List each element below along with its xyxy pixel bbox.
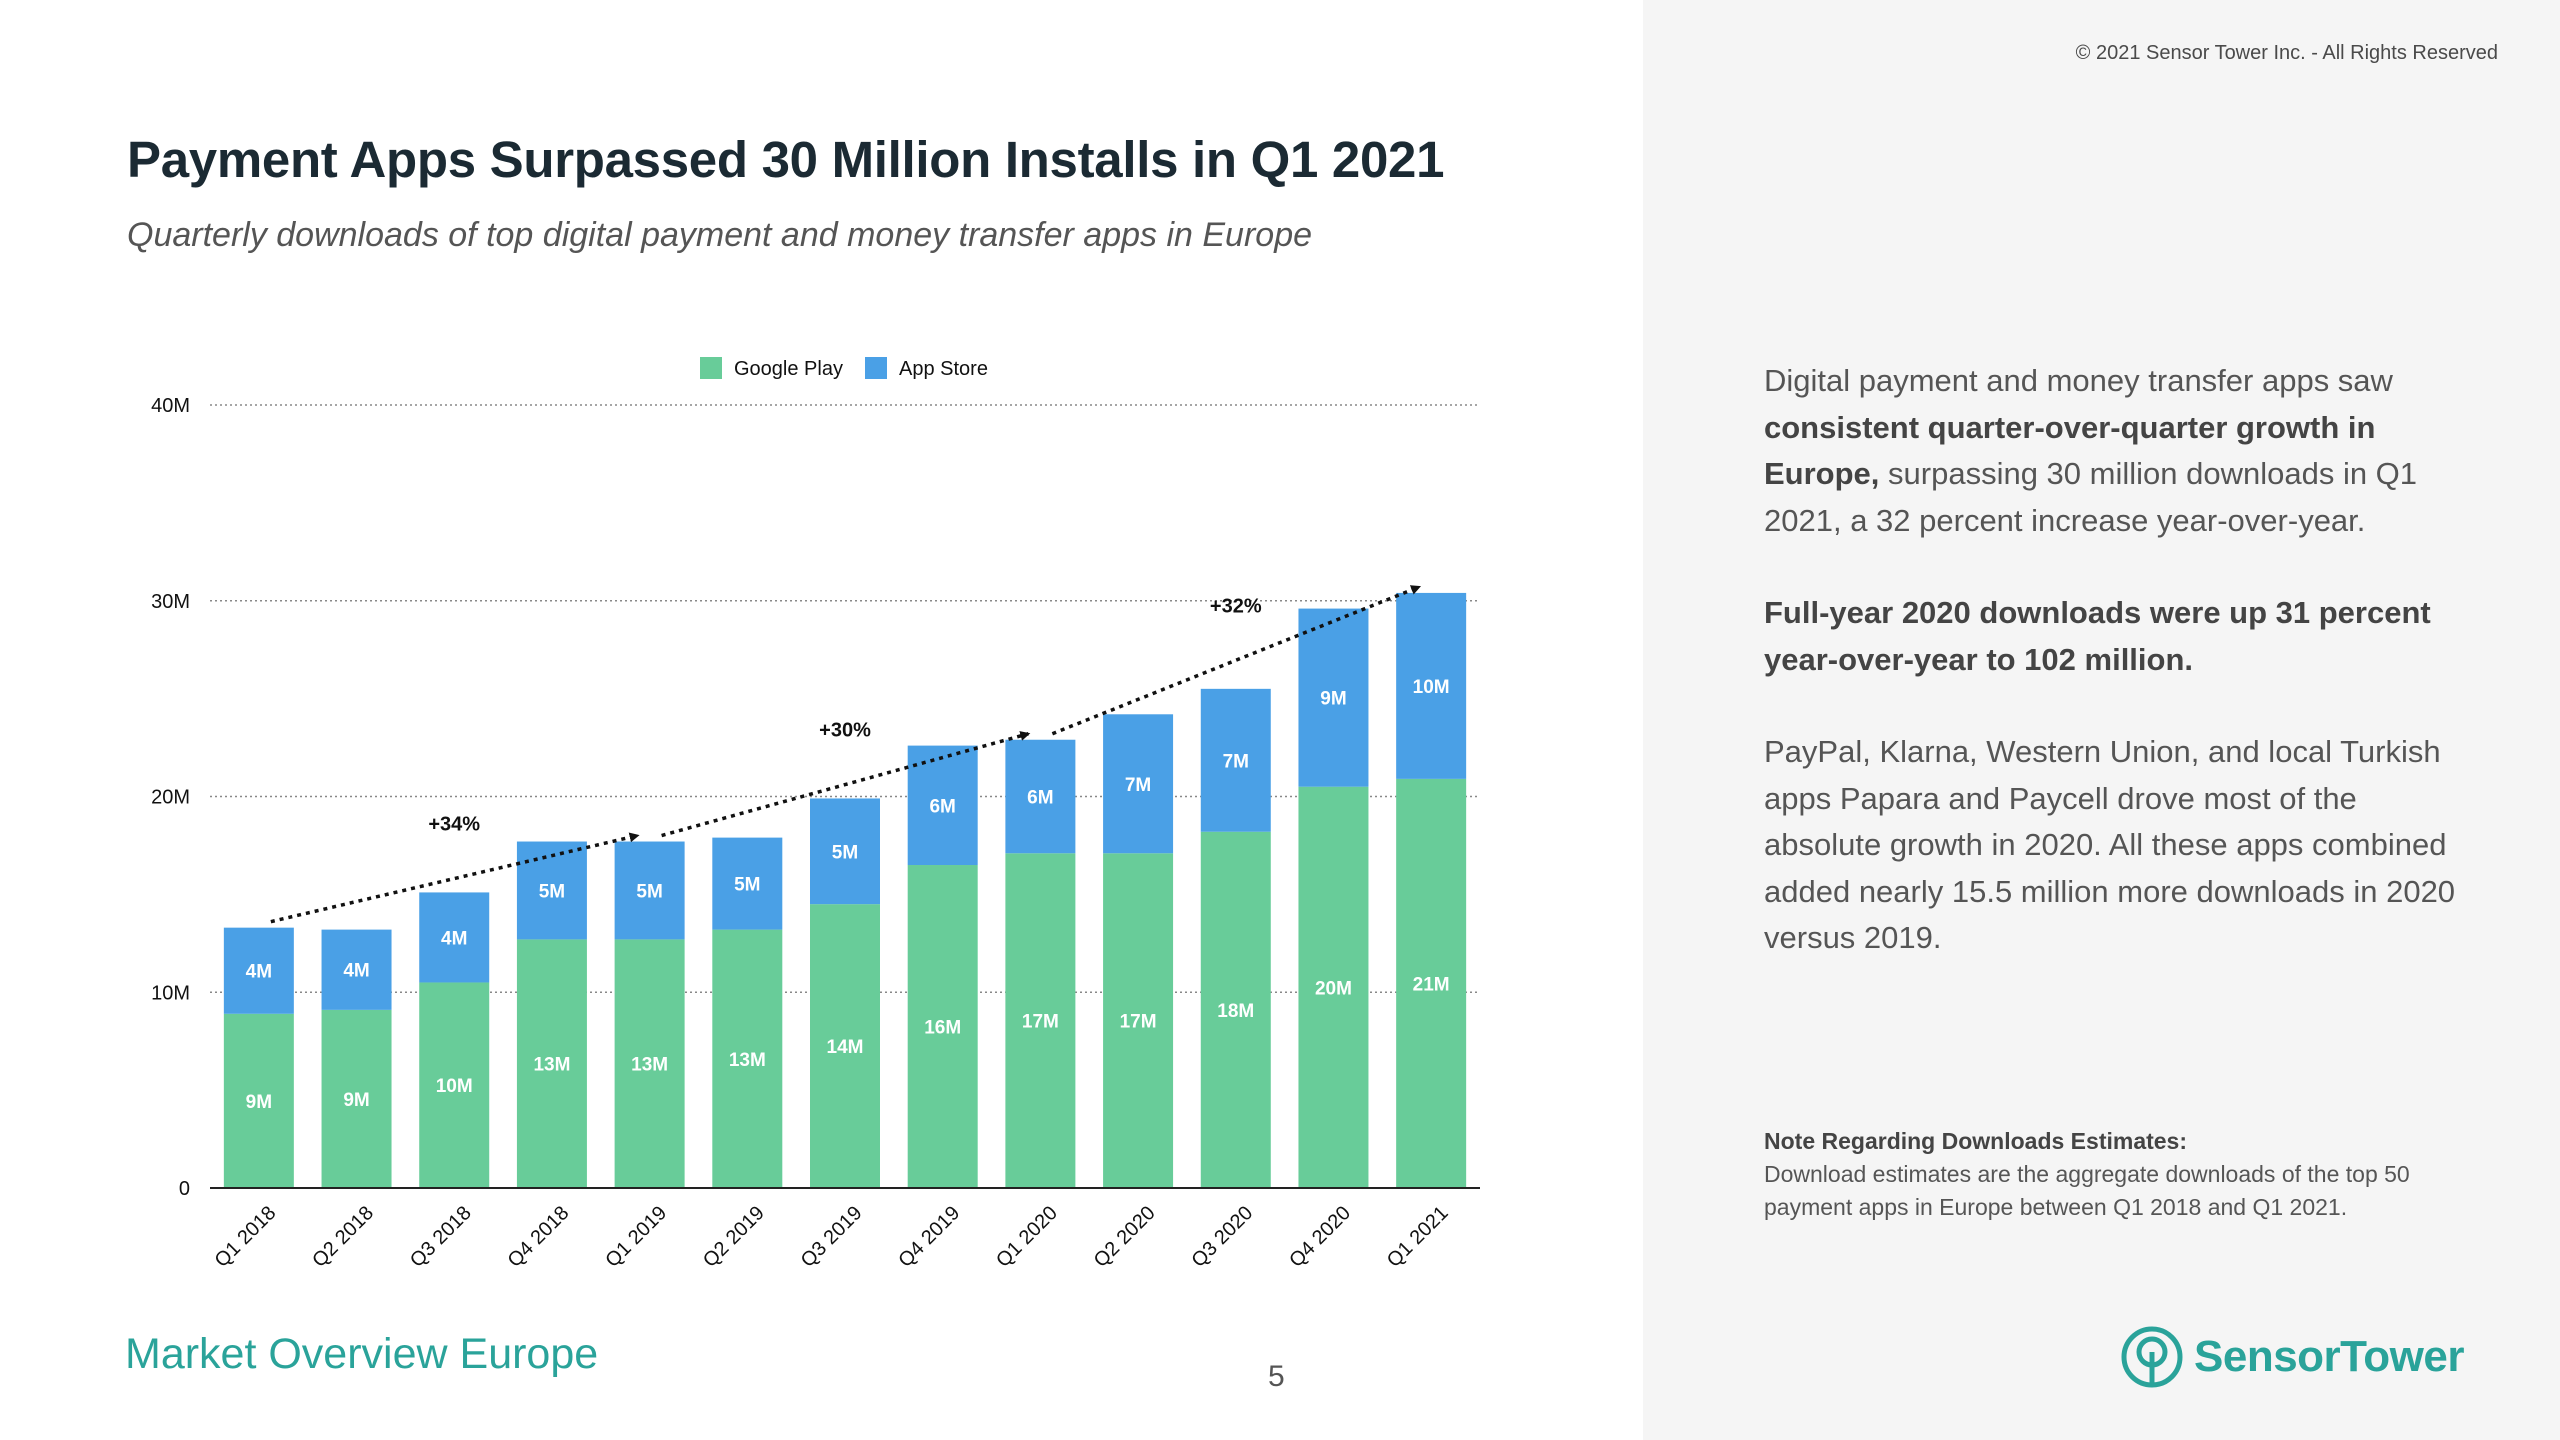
x-tick-label: Q2 2019	[699, 1202, 769, 1272]
bar-google-play	[223, 1013, 294, 1188]
x-tick-label: Q3 2020	[1187, 1202, 1257, 1272]
data-label-google-play: 16M	[924, 1018, 961, 1039]
brand-name: SensorTower	[2194, 1332, 2464, 1381]
p2-bold-text: Full-year 2020 downloads were up 31 perc…	[1764, 595, 2431, 677]
data-label-app-store: 5M	[734, 875, 760, 896]
bar-google-play	[516, 939, 587, 1188]
bar-app-store	[810, 798, 880, 905]
bar-app-store	[1103, 714, 1174, 854]
y-tick-label: 10M	[151, 982, 190, 1004]
bar-app-store	[712, 837, 783, 930]
x-tick-label: Q2 2020	[1090, 1202, 1160, 1272]
bar-google-play	[907, 865, 978, 1188]
bar-app-store	[1200, 688, 1271, 832]
legend-label-google-play: Google Play	[734, 358, 843, 380]
data-label-app-store: 7M	[1223, 751, 1249, 772]
data-label-app-store: 7M	[1125, 775, 1151, 796]
note-title: Note Regarding Downloads Estimates:	[1764, 1128, 2188, 1154]
data-label-google-play: 21M	[1413, 974, 1450, 995]
p1-bold-text: consistent quarter-over-quarter growth i…	[1764, 409, 2376, 492]
legend-swatch-google-play	[700, 357, 722, 379]
data-label-google-play: 20M	[1315, 978, 1352, 999]
x-tick-label: Q4 2018	[504, 1202, 574, 1272]
x-tick-label: Q1 2019	[601, 1202, 671, 1272]
page-number: 5	[1268, 1360, 1285, 1393]
section-title: Market Overview Europe	[125, 1330, 599, 1378]
bar-app-store	[907, 745, 978, 866]
data-label-app-store: 9M	[1320, 689, 1346, 710]
data-label-google-play: 17M	[1120, 1012, 1157, 1033]
bar-google-play	[1298, 786, 1369, 1188]
bar-app-store	[614, 841, 685, 940]
data-label-google-play: 13M	[729, 1050, 766, 1071]
main-panel	[0, 0, 1643, 1440]
copyright-text: © 2021 Sensor Tower Inc. - All Rights Re…	[2075, 42, 2498, 64]
sidebar-paragraph-1: Digital payment and money transfer apps …	[1764, 358, 2464, 544]
data-label-google-play: 10M	[436, 1076, 473, 1097]
page-title: Payment Apps Surpassed 30 Million Instal…	[127, 131, 1445, 188]
data-label-app-store: 10M	[1413, 677, 1450, 698]
data-label-app-store: 6M	[1027, 788, 1053, 809]
x-tick-label: Q4 2020	[1285, 1202, 1355, 1272]
legend-swatch-app-store	[865, 357, 887, 379]
bar-app-store	[1396, 592, 1467, 779]
data-label-app-store: 4M	[441, 928, 467, 949]
y-tick-label: 30M	[151, 591, 190, 613]
x-tick-label: Q4 2019	[894, 1202, 964, 1272]
data-label-app-store: 4M	[343, 961, 369, 982]
data-label-app-store: 5M	[636, 881, 662, 902]
p1-text-end: surpassing 30 million downloads in Q1 20…	[1764, 456, 2418, 538]
data-label-app-store: 4M	[246, 962, 272, 983]
growth-label: +30%	[819, 720, 871, 742]
x-tick-label: Q1 2020	[992, 1202, 1062, 1272]
bar-google-play	[614, 939, 685, 1188]
data-label-app-store: 5M	[539, 881, 565, 902]
sidebar-paragraph-3: PayPal, Klarna, Western Union, and local…	[1764, 734, 2456, 955]
bar-google-play	[1103, 853, 1174, 1188]
data-label-google-play: 14M	[827, 1037, 864, 1058]
p1-text-start: Digital payment and money transfer apps …	[1764, 363, 2393, 398]
data-label-app-store: 5M	[832, 842, 858, 863]
x-tick-label: Q3 2019	[797, 1202, 867, 1272]
growth-arrow	[1051, 585, 1422, 736]
bar-google-play	[321, 1009, 392, 1188]
growth-label: +34%	[428, 814, 480, 836]
sidebar-paragraph-2: Full-year 2020 downloads were up 31 perc…	[1764, 590, 2464, 683]
data-label-google-play: 13M	[533, 1055, 570, 1076]
y-tick-label: 40M	[151, 395, 190, 417]
bar-google-play	[1005, 853, 1076, 1188]
y-tick-label: 20M	[151, 787, 190, 809]
bar-app-store	[223, 927, 294, 1014]
brand-logo: SensorTower	[2120, 1322, 2464, 1392]
bar-app-store	[516, 841, 587, 940]
growth-arrow	[661, 731, 1031, 838]
x-tick-label: Q1 2021	[1383, 1202, 1453, 1272]
sidebar-panel	[1643, 0, 2560, 1440]
bar-google-play	[712, 929, 783, 1188]
note-body: Download estimates are the aggregate dow…	[1764, 1161, 2410, 1220]
sensor-tower-logo-icon	[2121, 1326, 2183, 1388]
legend-label-app-store: App Store	[899, 358, 988, 380]
data-label-google-play: 18M	[1217, 1001, 1254, 1022]
page-subtitle: Quarterly downloads of top digital payme…	[127, 216, 1313, 254]
bar-google-play	[1396, 778, 1467, 1188]
bar-google-play	[1200, 831, 1271, 1188]
bar-app-store	[419, 892, 490, 983]
stacked-bar-chart: 9M 4M 9M 4M 10M 4M 13M 5M 13M 5M 13M 5M 14M 5M 16M 6M 17…	[151, 357, 1480, 1272]
data-label-google-play: 9M	[246, 1092, 272, 1113]
x-tick-label: Q1 2018	[211, 1202, 281, 1272]
bar-app-store	[1298, 608, 1369, 787]
y-tick-label: 0	[179, 1178, 190, 1200]
data-label-google-play: 13M	[631, 1055, 668, 1076]
bar-app-store	[1005, 739, 1076, 854]
x-tick-label: Q3 2018	[406, 1202, 476, 1272]
bar-google-play	[419, 982, 490, 1188]
x-tick-label: Q2 2018	[308, 1202, 378, 1272]
data-label-app-store: 6M	[929, 796, 955, 817]
growth-label: +32%	[1210, 595, 1262, 617]
data-label-google-play: 17M	[1022, 1012, 1059, 1033]
bar-google-play	[810, 904, 880, 1188]
bar-app-store	[321, 929, 392, 1010]
data-label-google-play: 9M	[343, 1090, 369, 1111]
